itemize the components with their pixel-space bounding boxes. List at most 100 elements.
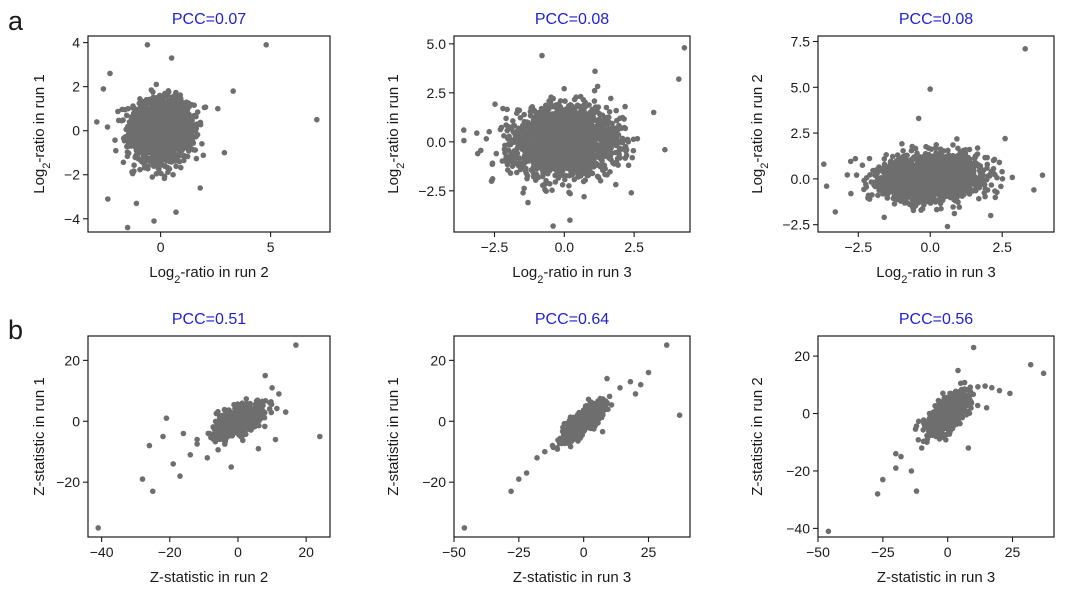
data-point [581, 193, 587, 200]
data-point [540, 158, 546, 165]
data-point [625, 162, 632, 169]
data-point [567, 190, 573, 197]
data-point [589, 170, 596, 177]
data-points [821, 46, 1046, 230]
data-point [112, 137, 118, 143]
data-point [163, 135, 169, 142]
data-point [511, 122, 517, 129]
data-point [129, 134, 135, 141]
data-point [580, 97, 587, 103]
data-point [135, 130, 142, 136]
data-point [185, 148, 192, 154]
data-point [573, 166, 580, 173]
y-tick-label: 4 [72, 35, 80, 51]
data-point [474, 150, 481, 157]
data-point [159, 94, 166, 101]
data-point [570, 126, 576, 133]
y-tick-label: 0 [72, 123, 80, 139]
data-point [560, 149, 566, 156]
data-point [530, 107, 537, 113]
data-point [589, 123, 596, 129]
data-point [628, 190, 635, 196]
data-point [142, 100, 148, 106]
data-point [177, 125, 183, 131]
data-point [552, 102, 559, 108]
data-point [503, 154, 509, 161]
data-point [547, 147, 554, 153]
data-point [537, 129, 543, 135]
y-tick-label: 5.0 [427, 36, 447, 52]
data-point [154, 136, 160, 142]
data-point [562, 98, 568, 104]
data-point [124, 224, 131, 231]
label-text: -ratio in run 1 [385, 74, 402, 162]
data-point [567, 217, 573, 223]
data-point [539, 52, 545, 59]
data-point [600, 122, 606, 128]
data-point [489, 161, 496, 168]
data-point [559, 134, 566, 140]
y-tick-label: −4 [64, 211, 80, 227]
data-point [541, 109, 547, 116]
data-point [580, 127, 586, 134]
x-tick-label: 5 [267, 239, 275, 255]
data-point [144, 118, 150, 124]
data-point [606, 114, 612, 121]
data-point [124, 153, 131, 160]
data-point [605, 154, 611, 160]
data-point [153, 171, 160, 177]
data-point [999, 176, 1006, 182]
data-point [606, 109, 613, 115]
data-point [154, 112, 161, 119]
data-point [553, 167, 559, 173]
label-text: Log [149, 264, 174, 281]
data-point [145, 129, 152, 135]
data-point [566, 103, 572, 110]
data-point [588, 156, 594, 162]
data-point [579, 146, 585, 152]
data-point [133, 200, 140, 207]
data-point [142, 150, 148, 156]
data-point [500, 105, 506, 112]
data-point [474, 130, 480, 136]
data-point [148, 87, 155, 93]
data-point [124, 143, 130, 150]
data-point [555, 108, 562, 114]
label-text: Log [31, 169, 48, 194]
label-text: Log [512, 264, 537, 281]
data-point [522, 120, 529, 126]
data-point [123, 112, 130, 119]
data-point [501, 133, 507, 139]
data-point [650, 109, 657, 116]
data-point [525, 199, 531, 206]
data-point [142, 108, 149, 115]
data-point [547, 159, 554, 166]
data-point [113, 147, 119, 154]
data-point [570, 137, 576, 144]
data-point [520, 190, 526, 196]
plot-frame [87, 35, 331, 233]
data-point [173, 163, 179, 170]
data-point [461, 127, 467, 133]
data-point [185, 126, 192, 133]
data-point [168, 106, 175, 113]
data-point [579, 153, 586, 160]
data-point [548, 116, 555, 123]
data-point [559, 119, 566, 126]
data-point [493, 150, 500, 157]
data-point [547, 181, 553, 187]
data-point [137, 116, 143, 122]
data-point [613, 107, 619, 114]
data-point [131, 168, 137, 174]
data-point [149, 108, 156, 114]
data-point [155, 148, 162, 155]
data-point [100, 86, 107, 92]
data-point [175, 153, 182, 159]
data-point [147, 112, 154, 119]
data-point [184, 107, 191, 113]
data-point [104, 124, 111, 130]
data-point [516, 129, 523, 135]
data-point [562, 176, 568, 183]
